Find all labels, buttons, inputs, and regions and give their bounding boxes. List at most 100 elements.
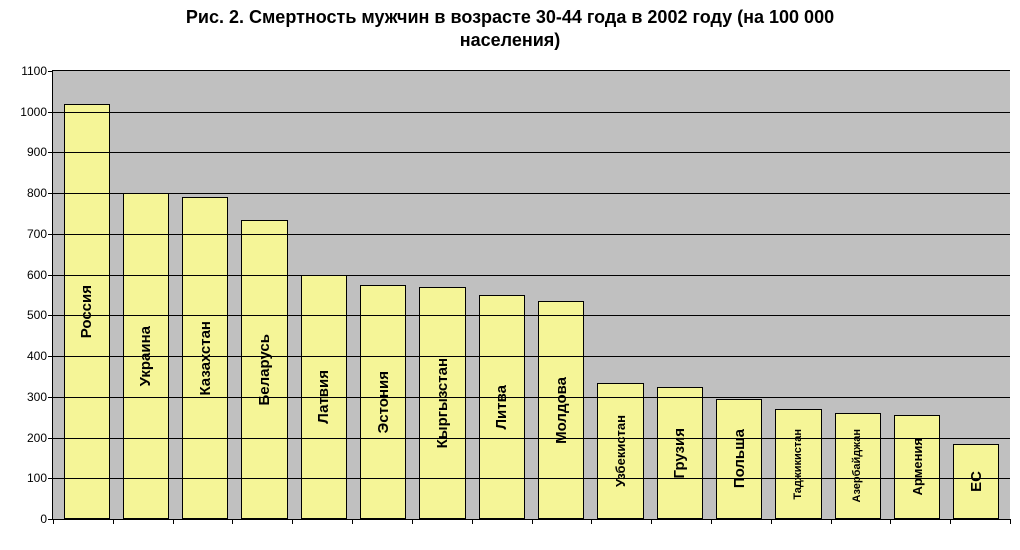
bar-slot: Кыргызстан bbox=[413, 71, 472, 519]
bar: Казахстан bbox=[182, 197, 228, 519]
bar-slot: Беларусь bbox=[235, 71, 294, 519]
plot-area: Россия Украина Казахстан Беларусь Латвия Эсто… bbox=[52, 70, 1010, 520]
bar-label: Армения bbox=[911, 438, 924, 495]
gridline bbox=[53, 397, 1010, 398]
x-tick-mark bbox=[651, 519, 652, 524]
gridline bbox=[53, 478, 1010, 479]
bar: Молдова bbox=[538, 301, 584, 519]
x-tick-mark bbox=[352, 519, 353, 524]
y-tick-label: 400 bbox=[27, 349, 47, 363]
y-tick-mark bbox=[48, 112, 53, 113]
bar: Армения bbox=[894, 415, 940, 519]
bar: Кыргызстан bbox=[419, 287, 465, 519]
bar-label: Литва bbox=[494, 385, 509, 429]
bar: Литва bbox=[479, 295, 525, 519]
bar-label: Таджикистан bbox=[793, 429, 804, 500]
y-tick-mark bbox=[48, 152, 53, 153]
chart-title: Рис. 2. Смертность мужчин в возрасте 30-… bbox=[0, 0, 1020, 51]
bar-slot: Азербайджан bbox=[828, 71, 887, 519]
bar-label: Россия bbox=[79, 285, 94, 338]
bar: Азербайджан bbox=[835, 413, 881, 519]
y-tick-label: 800 bbox=[27, 186, 47, 200]
y-tick-label: 1100 bbox=[21, 64, 47, 78]
gridline bbox=[53, 438, 1010, 439]
y-tick-label: 300 bbox=[27, 390, 47, 404]
bar-slot: Таджикистан bbox=[769, 71, 828, 519]
bar-slot: Украина bbox=[116, 71, 175, 519]
x-tick-mark bbox=[173, 519, 174, 524]
bar: Грузия bbox=[657, 387, 703, 519]
y-tick-label: 500 bbox=[27, 308, 47, 322]
bar-label: Кыргызстан bbox=[435, 358, 450, 448]
x-tick-mark bbox=[232, 519, 233, 524]
y-tick-label: 0 bbox=[40, 512, 47, 526]
bar-label: Молдова bbox=[554, 377, 569, 444]
gridline bbox=[53, 193, 1010, 194]
x-tick-mark bbox=[890, 519, 891, 524]
bar: Россия bbox=[64, 104, 110, 519]
x-tick-mark bbox=[113, 519, 114, 524]
bars-row: Россия Украина Казахстан Беларусь Латвия Эсто… bbox=[53, 71, 1010, 519]
bar-label: Казахстан bbox=[198, 321, 213, 396]
bar-label: ЕС bbox=[969, 471, 984, 492]
bar-slot: Узбекистан bbox=[591, 71, 650, 519]
x-tick-mark bbox=[591, 519, 592, 524]
bar-slot: Литва bbox=[472, 71, 531, 519]
y-tick-label: 1000 bbox=[20, 105, 47, 119]
bar-label: Беларусь bbox=[257, 334, 272, 406]
gridline bbox=[53, 315, 1010, 316]
x-tick-mark bbox=[472, 519, 473, 524]
bar-slot: Грузия bbox=[650, 71, 709, 519]
x-tick-mark bbox=[1010, 519, 1011, 524]
bar-label: Эстония bbox=[376, 371, 391, 433]
y-tick-mark bbox=[48, 356, 53, 357]
gridline bbox=[53, 112, 1010, 113]
bar: Эстония bbox=[360, 285, 406, 519]
y-tick-mark bbox=[48, 478, 53, 479]
gridline bbox=[53, 356, 1010, 357]
chart-title-line1: Рис. 2. Смертность мужчин в возрасте 30-… bbox=[186, 7, 834, 27]
bar-slot: Армения bbox=[887, 71, 946, 519]
x-tick-mark bbox=[711, 519, 712, 524]
y-tick-mark bbox=[48, 315, 53, 316]
y-tick-label: 700 bbox=[27, 227, 47, 241]
bar-label: Азербайджан bbox=[852, 429, 863, 502]
bar-slot: Польша bbox=[709, 71, 768, 519]
bar: Таджикистан bbox=[775, 409, 821, 519]
y-tick-label: 900 bbox=[27, 145, 47, 159]
x-tick-mark bbox=[771, 519, 772, 524]
chart-title-line2: населения) bbox=[460, 30, 561, 50]
gridline bbox=[53, 234, 1010, 235]
bar-slot: Россия bbox=[57, 71, 116, 519]
gridline bbox=[53, 152, 1010, 153]
bar-slot: ЕС bbox=[947, 71, 1006, 519]
y-tick-mark bbox=[48, 438, 53, 439]
x-tick-mark bbox=[53, 519, 54, 524]
x-tick-mark bbox=[292, 519, 293, 524]
x-tick-mark bbox=[831, 519, 832, 524]
y-tick-mark bbox=[48, 275, 53, 276]
bar-slot: Эстония bbox=[354, 71, 413, 519]
y-tick-mark bbox=[48, 193, 53, 194]
gridline bbox=[53, 275, 1010, 276]
x-tick-mark bbox=[950, 519, 951, 524]
bar-slot: Казахстан bbox=[176, 71, 235, 519]
y-tick-label: 200 bbox=[27, 431, 47, 445]
chart-container: Рис. 2. Смертность мужчин в возрасте 30-… bbox=[0, 0, 1020, 550]
bar: Узбекистан bbox=[597, 383, 643, 519]
bar: Беларусь bbox=[241, 220, 287, 519]
bar-slot: Молдова bbox=[532, 71, 591, 519]
bar-slot: Латвия bbox=[294, 71, 353, 519]
x-tick-mark bbox=[412, 519, 413, 524]
y-tick-mark bbox=[48, 397, 53, 398]
bar: ЕС bbox=[953, 444, 999, 519]
bar-label: Грузия bbox=[672, 428, 687, 478]
x-tick-mark bbox=[532, 519, 533, 524]
y-tick-mark bbox=[48, 71, 53, 72]
y-tick-mark bbox=[48, 234, 53, 235]
bar: Польша bbox=[716, 399, 762, 519]
plot-wrapper: Россия Украина Казахстан Беларусь Латвия Эсто… bbox=[52, 70, 1010, 540]
y-tick-label: 600 bbox=[27, 268, 47, 282]
y-tick-label: 100 bbox=[27, 471, 47, 485]
bar-label: Узбекистан bbox=[614, 415, 627, 487]
